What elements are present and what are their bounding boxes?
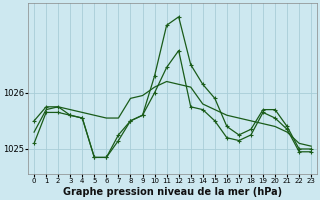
X-axis label: Graphe pression niveau de la mer (hPa): Graphe pression niveau de la mer (hPa) <box>63 187 282 197</box>
